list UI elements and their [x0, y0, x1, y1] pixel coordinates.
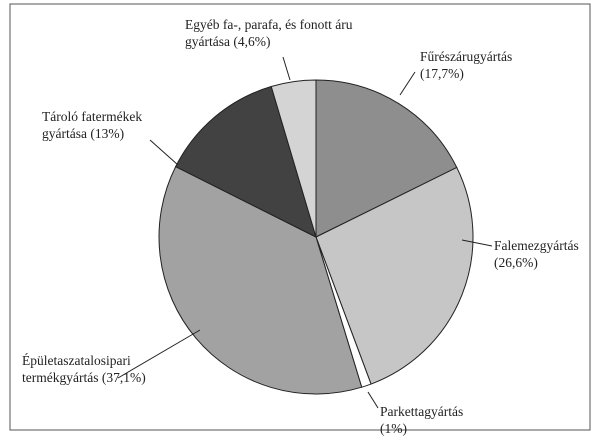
leader-line [367, 391, 379, 409]
slice-label: Fűrészárugyártás (17,7%) [420, 48, 550, 82]
slice-label: Tároló fatermékek gyártása (13%) [42, 108, 187, 142]
value-label: (1%) [380, 421, 407, 436]
pie-slice [158, 165, 363, 395]
value-label: (13%) [90, 126, 125, 141]
pie-slice [315, 79, 458, 238]
category-label: Fűrészárugyártás [420, 49, 513, 64]
category-label: Falemezgyártás [494, 238, 579, 253]
pie-slice [174, 85, 317, 238]
slice-label: Épületaszatalosipari termékgyártás (37,1… [22, 352, 197, 386]
slice-label: Egyéb fa-, parafa, és fonott áru gyártás… [185, 16, 375, 50]
leader-line [149, 139, 179, 166]
pie-slice [315, 166, 474, 385]
value-label: (4,6%) [233, 34, 271, 49]
leader-line [461, 239, 493, 247]
leader-line [117, 329, 201, 379]
leader-line [282, 56, 291, 81]
value-label: (37,1%) [101, 370, 146, 385]
category-label: Tároló fatermékek gyártása [42, 109, 143, 141]
frame [9, 3, 591, 431]
pie-slice [270, 79, 317, 238]
category-label: Épületaszatalosipari termékgyártás [22, 353, 131, 385]
value-label: (26,6%) [494, 255, 538, 270]
category-label: Parkettagyártás [380, 404, 464, 419]
category-label: Egyéb fa-, parafa, és fonott áru gyártás… [185, 17, 353, 49]
leader-line [399, 71, 416, 96]
value-label: (17,7%) [420, 66, 464, 81]
slice-label: Falemezgyártás (26,6%) [494, 237, 599, 271]
slice-label: Parkettagyártás (1%) [380, 403, 490, 436]
